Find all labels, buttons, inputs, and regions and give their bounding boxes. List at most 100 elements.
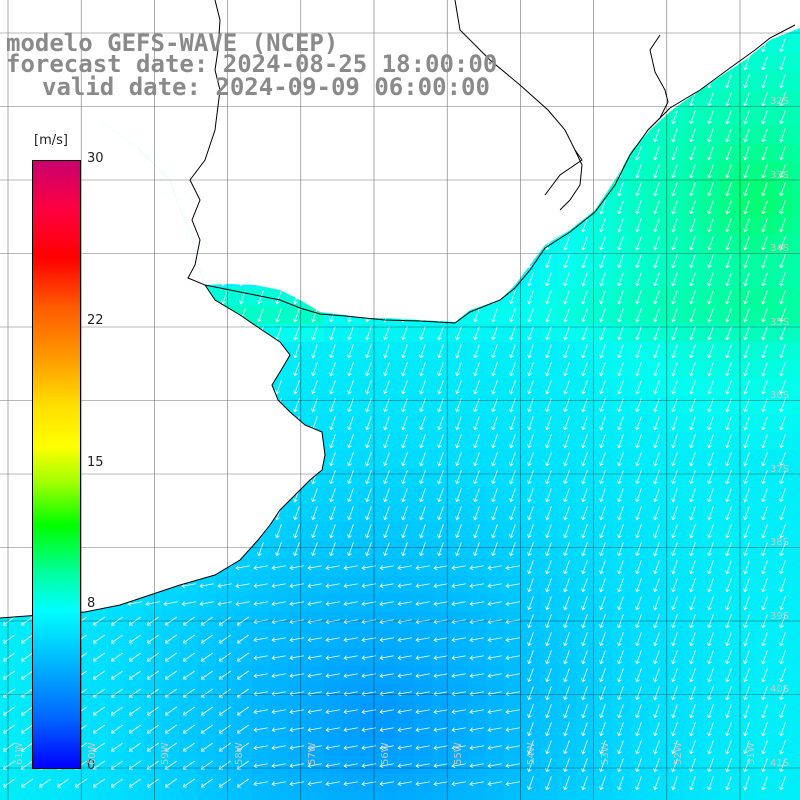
wind-arrow xyxy=(617,452,624,467)
field-cell xyxy=(450,684,469,703)
field-cell xyxy=(738,144,757,163)
wind-arrow xyxy=(419,470,426,485)
field-cell xyxy=(144,612,163,631)
field-cell xyxy=(486,450,505,469)
wind-arrow xyxy=(635,668,642,683)
lon-label: 52W xyxy=(672,742,684,765)
field-cell xyxy=(432,648,451,667)
wind-arrow xyxy=(725,596,732,611)
field-cell xyxy=(738,702,757,721)
wind-arrow xyxy=(707,128,714,143)
field-cell xyxy=(504,504,523,523)
field-cell xyxy=(702,756,721,775)
field-cell xyxy=(144,684,163,703)
field-cell xyxy=(234,558,253,577)
field-cell xyxy=(396,666,415,685)
field-cell xyxy=(774,216,793,235)
wind-arrow xyxy=(110,778,123,788)
field-cell xyxy=(558,666,577,685)
wind-arrow xyxy=(383,506,390,521)
wind-arrow xyxy=(383,326,390,341)
field-cell xyxy=(648,414,667,433)
wind-arrow xyxy=(437,452,444,467)
wind-arrow xyxy=(671,200,678,215)
wind-arrow xyxy=(779,92,786,107)
wind-arrow xyxy=(689,128,696,143)
wind-arrow xyxy=(545,524,552,539)
wind-arrow xyxy=(581,758,588,773)
wind-arrow xyxy=(671,740,678,755)
wind-arrow xyxy=(563,272,570,287)
wind-arrow xyxy=(581,290,588,305)
field-cell xyxy=(558,522,577,541)
field-cell xyxy=(198,666,217,685)
wind-arrow xyxy=(599,380,606,395)
field-cell xyxy=(270,306,289,325)
field-cell xyxy=(396,702,415,721)
field-cell xyxy=(504,594,523,613)
field-cell xyxy=(504,774,523,793)
field-cell xyxy=(792,54,800,73)
field-cell xyxy=(288,720,307,739)
wind-arrow xyxy=(509,542,516,557)
wind-arrow xyxy=(329,524,336,539)
field-cell xyxy=(792,450,800,469)
wind-arrow xyxy=(289,637,304,643)
wind-arrow xyxy=(671,488,678,503)
field-cell xyxy=(108,666,127,685)
wind-arrow xyxy=(635,740,642,755)
field-cell xyxy=(792,630,800,649)
field-cell xyxy=(180,774,199,793)
wind-arrow xyxy=(761,362,768,377)
field-cell xyxy=(504,702,523,721)
field-cell xyxy=(540,270,559,289)
field-cell xyxy=(594,378,613,397)
field-cell xyxy=(576,288,595,307)
field-cell xyxy=(504,720,523,739)
field-cell xyxy=(0,720,19,739)
field-cell xyxy=(684,558,703,577)
wind-arrow xyxy=(707,416,714,431)
wind-arrow xyxy=(671,128,678,143)
field-cell xyxy=(288,738,307,757)
field-cell xyxy=(738,612,757,631)
wind-arrow xyxy=(761,560,768,575)
wind-arrow xyxy=(689,722,696,737)
field-cell xyxy=(288,342,307,361)
field-cell xyxy=(684,306,703,325)
field-cell xyxy=(162,666,181,685)
field-cell xyxy=(774,702,793,721)
wind-arrow xyxy=(653,164,660,179)
wind-arrow xyxy=(689,704,696,719)
wind-arrow xyxy=(146,742,159,752)
wind-arrow xyxy=(325,637,340,643)
wind-arrow xyxy=(725,128,732,143)
wind-arrow xyxy=(527,578,534,593)
wind-arrow xyxy=(671,344,678,359)
wind-arrow xyxy=(761,488,768,503)
field-cell xyxy=(720,126,739,145)
wind-arrow xyxy=(689,596,696,611)
wind-arrow xyxy=(617,758,624,773)
field-cell xyxy=(702,630,721,649)
field-cell xyxy=(738,486,757,505)
field-cell xyxy=(306,486,325,505)
field-cell xyxy=(594,594,613,613)
field-cell xyxy=(414,666,433,685)
wind-arrow xyxy=(253,565,268,571)
wind-arrow xyxy=(599,326,606,341)
field-cell xyxy=(486,486,505,505)
field-cell xyxy=(576,450,595,469)
field-cell xyxy=(522,504,541,523)
field-cell xyxy=(612,360,631,379)
wind-arrow xyxy=(473,308,480,323)
field-cell xyxy=(594,252,613,271)
field-cell xyxy=(432,738,451,757)
wind-arrow xyxy=(419,488,426,503)
wind-arrow xyxy=(527,290,534,305)
field-cell xyxy=(558,450,577,469)
field-cell xyxy=(756,738,775,757)
wind-arrow xyxy=(289,763,304,769)
field-cell xyxy=(540,594,559,613)
field-cell xyxy=(612,234,631,253)
